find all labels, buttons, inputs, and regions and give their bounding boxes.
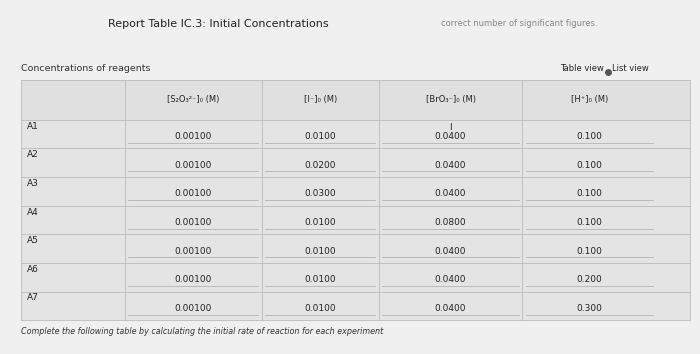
Text: I: I: [449, 123, 452, 132]
Text: 0.00100: 0.00100: [174, 275, 212, 284]
Text: 0.00100: 0.00100: [174, 132, 212, 141]
Text: 0.0100: 0.0100: [304, 132, 336, 141]
Text: A7: A7: [27, 293, 38, 302]
Text: 0.100: 0.100: [576, 132, 602, 141]
Text: 0.0300: 0.0300: [304, 189, 336, 198]
Text: [I⁻]₀ (M): [I⁻]₀ (M): [304, 95, 337, 104]
Text: Complete the following table by calculating the initial rate of reaction for eac: Complete the following table by calculat…: [21, 327, 384, 336]
Text: 0.0100: 0.0100: [304, 304, 336, 313]
Bar: [21, 120, 690, 320]
Text: 0.300: 0.300: [576, 304, 602, 313]
Text: A3: A3: [27, 179, 38, 188]
Bar: [21, 80, 690, 320]
Text: Concentrations of reagents: Concentrations of reagents: [21, 64, 150, 73]
Text: 0.0200: 0.0200: [304, 161, 336, 170]
Text: 0.100: 0.100: [576, 218, 602, 227]
Text: 0.0400: 0.0400: [435, 246, 466, 256]
Bar: [21, 80, 690, 120]
Text: 0.00100: 0.00100: [174, 161, 212, 170]
Text: correct number of significant figures.: correct number of significant figures.: [441, 19, 598, 28]
Text: 0.0400: 0.0400: [435, 304, 466, 313]
Text: A1: A1: [27, 121, 38, 131]
Text: 0.00100: 0.00100: [174, 304, 212, 313]
Text: 0.00100: 0.00100: [174, 218, 212, 227]
Text: Report Table IC.3: Initial Concentrations: Report Table IC.3: Initial Concentration…: [108, 19, 329, 29]
Text: 0.100: 0.100: [576, 246, 602, 256]
Text: [H⁺]₀ (M): [H⁺]₀ (M): [570, 95, 608, 104]
Text: List view: List view: [612, 64, 650, 73]
Text: A2: A2: [27, 150, 38, 159]
Text: 0.0100: 0.0100: [304, 218, 336, 227]
Text: 0.00100: 0.00100: [174, 189, 212, 198]
Text: 0.100: 0.100: [576, 161, 602, 170]
Text: A6: A6: [27, 265, 38, 274]
Text: A5: A5: [27, 236, 38, 245]
Text: 0.0400: 0.0400: [435, 275, 466, 284]
Text: A4: A4: [27, 207, 38, 217]
Text: 0.100: 0.100: [576, 189, 602, 198]
Text: 0.0400: 0.0400: [435, 161, 466, 170]
Text: Table view: Table view: [560, 64, 604, 73]
Text: 0.0400: 0.0400: [435, 132, 466, 141]
Text: 0.0100: 0.0100: [304, 275, 336, 284]
Text: 0.0100: 0.0100: [304, 246, 336, 256]
Text: [S₂O₃²⁻]₀ (M): [S₂O₃²⁻]₀ (M): [167, 95, 219, 104]
Text: [BrO₃⁻]₀ (M): [BrO₃⁻]₀ (M): [426, 95, 475, 104]
Text: 0.0800: 0.0800: [435, 218, 466, 227]
Text: 0.0400: 0.0400: [435, 189, 466, 198]
Text: 0.200: 0.200: [576, 275, 602, 284]
Text: 0.00100: 0.00100: [174, 246, 212, 256]
